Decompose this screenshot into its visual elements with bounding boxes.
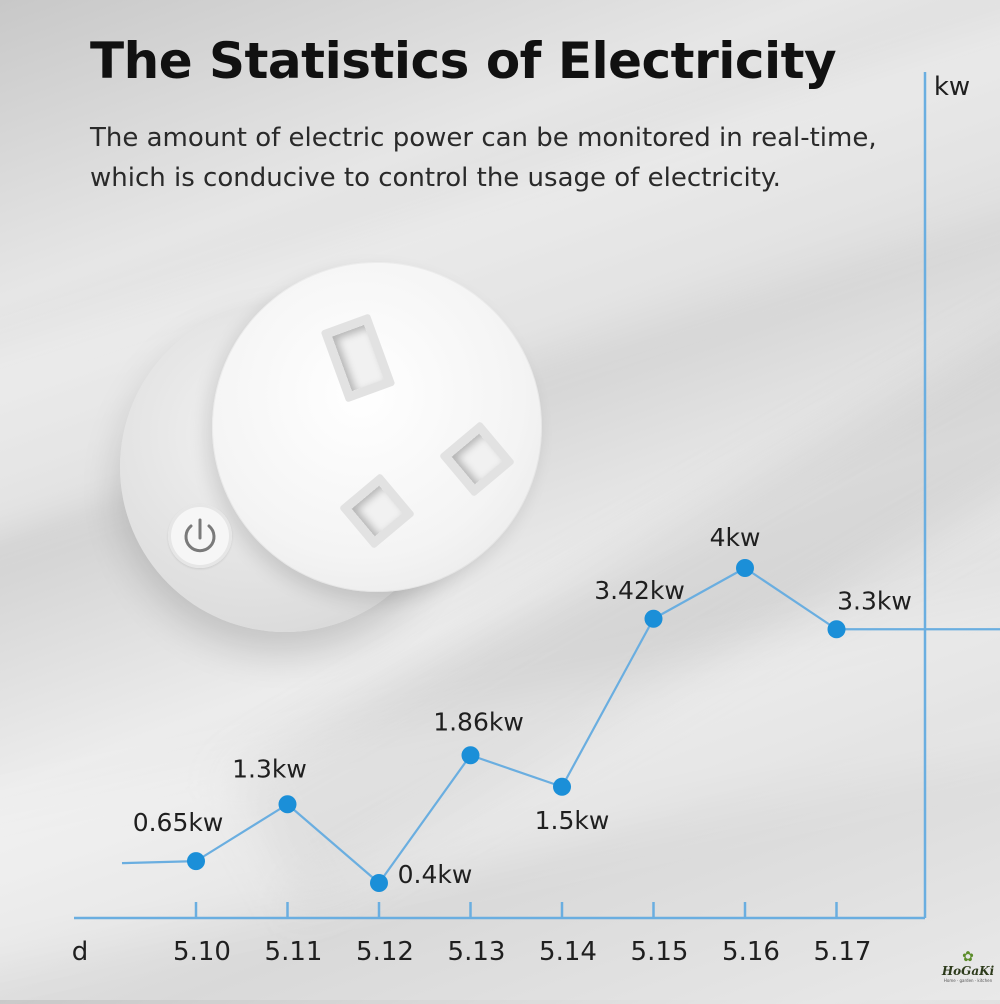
data-label: 3.42kw	[594, 576, 685, 605]
power-button-icon	[168, 504, 232, 568]
data-label: 4kw	[710, 523, 761, 552]
brand-name: HoGaKi	[941, 964, 995, 978]
data-point	[553, 777, 571, 796]
x-tick-label: 5.11	[265, 937, 323, 967]
x-tick-label: 5.14	[539, 937, 597, 967]
data-point	[461, 746, 480, 765]
x-tick-label: 5.12	[356, 937, 414, 967]
data-label: 1.3kw	[232, 754, 307, 783]
data-point	[370, 874, 388, 892]
data-point	[827, 620, 846, 639]
series-path	[121, 566, 1000, 885]
x-axis-ticks: 5.10 5.11 5.12 5.13 5.14 5.15 5.16 5.17	[173, 902, 871, 967]
page-subtitle: The amount of electric power can be moni…	[90, 123, 877, 193]
data-label: 0.65kw	[133, 808, 224, 837]
data-label: 3.3kw	[837, 586, 912, 615]
x-axis-label: d	[72, 937, 89, 967]
data-label: 1.86kw	[433, 707, 524, 736]
data-point	[187, 852, 205, 871]
y-axis-label: kw	[934, 72, 970, 102]
smart-plug-face	[212, 262, 542, 592]
leaf-icon: ✿	[962, 949, 974, 965]
brand-tagline: Home · garden · kitchen	[943, 978, 993, 983]
x-tick-label: 5.10	[173, 937, 231, 967]
x-tick-label: 5.16	[722, 937, 780, 967]
data-point	[644, 609, 663, 628]
x-tick-label: 5.15	[631, 937, 689, 967]
data-label: 1.5kw	[535, 806, 610, 835]
x-tick-label: 5.13	[448, 937, 506, 967]
x-tick-label: 5.17	[814, 937, 872, 967]
brand-logo: ✿ HoGaKi Home · garden · kitchen	[940, 950, 996, 994]
page-title: The Statistics of Electricity	[90, 32, 837, 90]
data-labels: 0.65kw 1.3kw 0.4kw 1.86kw 1.5kw 3.42kw 4kw 3.3k…	[133, 523, 912, 889]
data-label: 0.4kw	[398, 860, 473, 889]
smart-plug-image	[120, 262, 550, 662]
series-line	[121, 566, 1000, 885]
data-point	[736, 559, 754, 577]
data-point	[278, 795, 297, 814]
data-points	[187, 559, 846, 892]
